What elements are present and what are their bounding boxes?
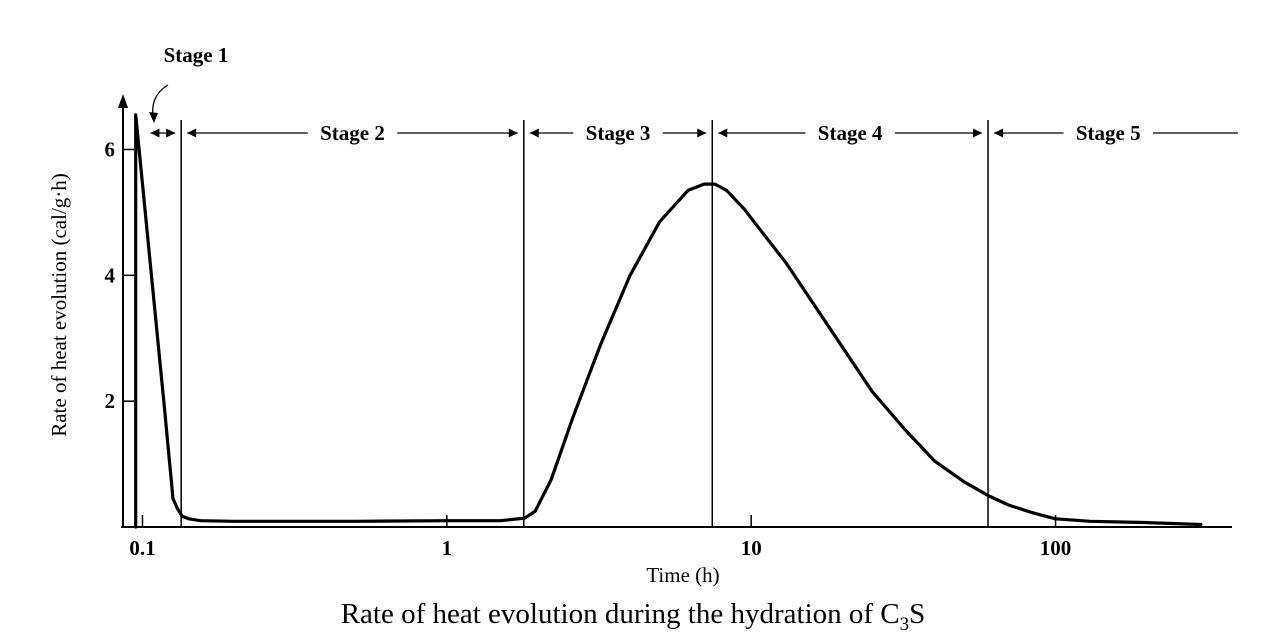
y-axis-title: Rate of heat evolution (cal/g·h)	[47, 173, 71, 437]
heat-evolution-curve	[134, 113, 1203, 529]
stage-arrowhead	[508, 128, 518, 138]
y-tick-label: 4	[105, 263, 116, 287]
stage-label: Stage 2	[320, 121, 385, 145]
figure-caption: Rate of heat evolution during the hydrat…	[0, 598, 1266, 636]
stage-arrowhead	[973, 128, 983, 138]
y-axis-arrowhead	[118, 94, 128, 108]
stage-arrowhead	[994, 128, 1004, 138]
stage-label: Stage 1	[164, 43, 229, 67]
stage-arrowhead	[187, 128, 197, 138]
x-tick-label: 1	[442, 536, 453, 560]
caption-text: Rate of heat evolution during the hydrat…	[340, 598, 900, 630]
stage-annotations: Stage 1 Stage 2 Stage 3 Stage 4 Stage 5	[149, 43, 1238, 145]
stage-label: Stage 4	[818, 121, 883, 145]
stage-1-pointer-head	[149, 112, 158, 123]
stage-label: Stage 3	[586, 121, 651, 145]
stage-label: Stage 5	[1076, 121, 1141, 145]
stage-boundaries	[180, 120, 989, 527]
x-tick-label: 10	[741, 536, 762, 560]
stage-arrowhead	[150, 128, 160, 138]
x-axis-title: Time (h)	[646, 563, 719, 587]
axes: 2 4 6 0.1 1 10 100	[105, 94, 1232, 560]
stage-arrowhead	[166, 128, 176, 138]
stage-arrowhead	[718, 128, 728, 138]
x-tick-label: 100	[1040, 536, 1072, 560]
y-tick-label: 2	[105, 389, 116, 413]
caption-subscript: 3	[899, 613, 910, 635]
stage-arrowhead	[529, 128, 539, 138]
y-tick-label: 6	[105, 137, 116, 161]
stage-arrowhead	[697, 128, 707, 138]
x-tick-label: 0.1	[129, 536, 155, 560]
caption-suffix: S	[909, 598, 926, 630]
